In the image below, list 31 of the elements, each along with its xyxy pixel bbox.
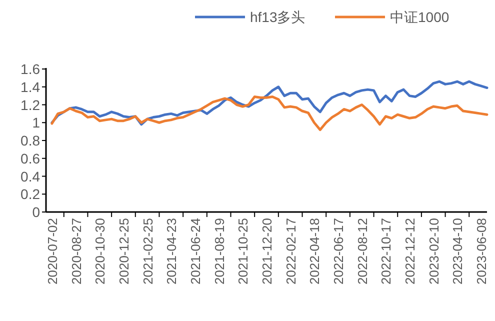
x-tick-label: 2022-12-12: [402, 218, 418, 284]
y-tick-label: 0.4: [20, 168, 40, 184]
y-tick-label: 0: [32, 204, 40, 220]
y-tick-label: 1.2: [20, 96, 40, 113]
legend-label: 中证1000: [390, 9, 450, 25]
y-tick-label: 0.8: [20, 132, 40, 148]
x-tick-label: 2022-02-17: [283, 218, 298, 284]
line-series: [50, 95, 488, 132]
x-tick-label: 2021-04-23: [164, 218, 180, 284]
x-tick-label: 2023-06-08: [474, 218, 490, 284]
x-tick-label: 2020-12-25: [116, 218, 132, 284]
x-tick-label: 2021-02-25: [140, 218, 156, 284]
y-tick-label: 0.6: [20, 150, 40, 166]
x-tick-label: 2021-08-19: [212, 218, 227, 284]
y-tick-label: 1.6: [20, 61, 40, 77]
x-tick-label: 2022-10-17: [378, 218, 394, 284]
x-tick-label: 2021-06-24: [188, 218, 203, 284]
legend-label: hf13多头: [250, 9, 306, 25]
x-tick-label: 2020-08-27: [68, 218, 84, 284]
x-tick-label: 2022-06-17: [331, 218, 346, 284]
y-tick-label: 1.4: [20, 78, 40, 95]
y-tick-label: 1: [32, 114, 40, 131]
x-tick-label: 2020-10-30: [92, 218, 108, 284]
x-tick-label: 2023-04-10: [450, 218, 466, 284]
x-tick-label: 2020-07-02: [44, 218, 60, 284]
y-tick-label: 0.2: [20, 186, 40, 202]
x-tick-label: 2021-12-20: [260, 218, 274, 284]
x-tick-label: 2021-10-25: [236, 218, 251, 284]
x-tick-label: 2023-02-10: [426, 218, 442, 284]
x-tick-label: 2022-04-18: [307, 218, 322, 284]
x-tick-label: 2022-08-12: [354, 218, 370, 284]
